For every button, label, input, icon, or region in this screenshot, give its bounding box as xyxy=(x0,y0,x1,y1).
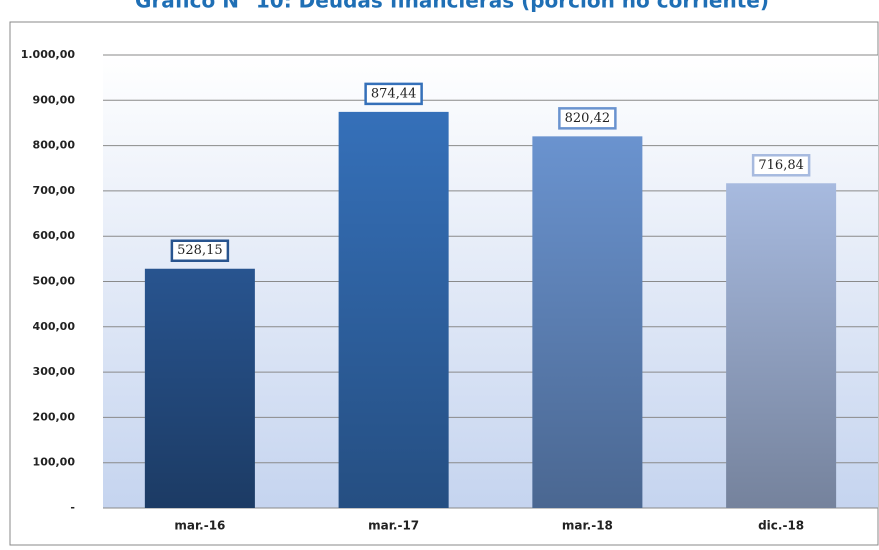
value-label-box xyxy=(558,107,617,130)
y-tick-label: 1.000,00 xyxy=(21,48,76,61)
y-tick-label: 800,00 xyxy=(33,139,76,152)
x-tick-label: mar.-18 xyxy=(562,519,613,533)
x-tick-label: mar.-17 xyxy=(368,519,419,533)
y-tick-label: 300,00 xyxy=(33,365,76,378)
y-tick-label: 900,00 xyxy=(33,93,76,106)
chart-title: Gráfico N° 10: Deudas financieras (porci… xyxy=(135,0,769,13)
value-label: 874,44 xyxy=(371,86,417,101)
value-label-box xyxy=(751,154,811,177)
y-tick-label: 700,00 xyxy=(33,184,76,197)
y-tick-label: - xyxy=(70,501,75,514)
y-tick-label: 200,00 xyxy=(33,410,76,423)
x-tick-label: mar.-16 xyxy=(174,519,225,533)
value-label: 716,84 xyxy=(758,158,804,173)
bar-shade xyxy=(532,136,643,509)
y-tick-label: 100,00 xyxy=(33,456,76,469)
bar-shade xyxy=(144,268,255,508)
y-tick-label: 500,00 xyxy=(33,275,76,288)
x-tick-label: dic.-18 xyxy=(758,519,804,533)
bar-shade xyxy=(726,183,837,508)
value-label-box xyxy=(170,239,230,262)
value-label: 820,42 xyxy=(565,111,611,126)
bar-shade xyxy=(338,111,449,509)
value-label: 528,15 xyxy=(177,243,223,258)
value-label-box xyxy=(364,82,423,106)
y-tick-label: 600,00 xyxy=(33,229,76,242)
y-tick-label: 400,00 xyxy=(33,320,76,333)
